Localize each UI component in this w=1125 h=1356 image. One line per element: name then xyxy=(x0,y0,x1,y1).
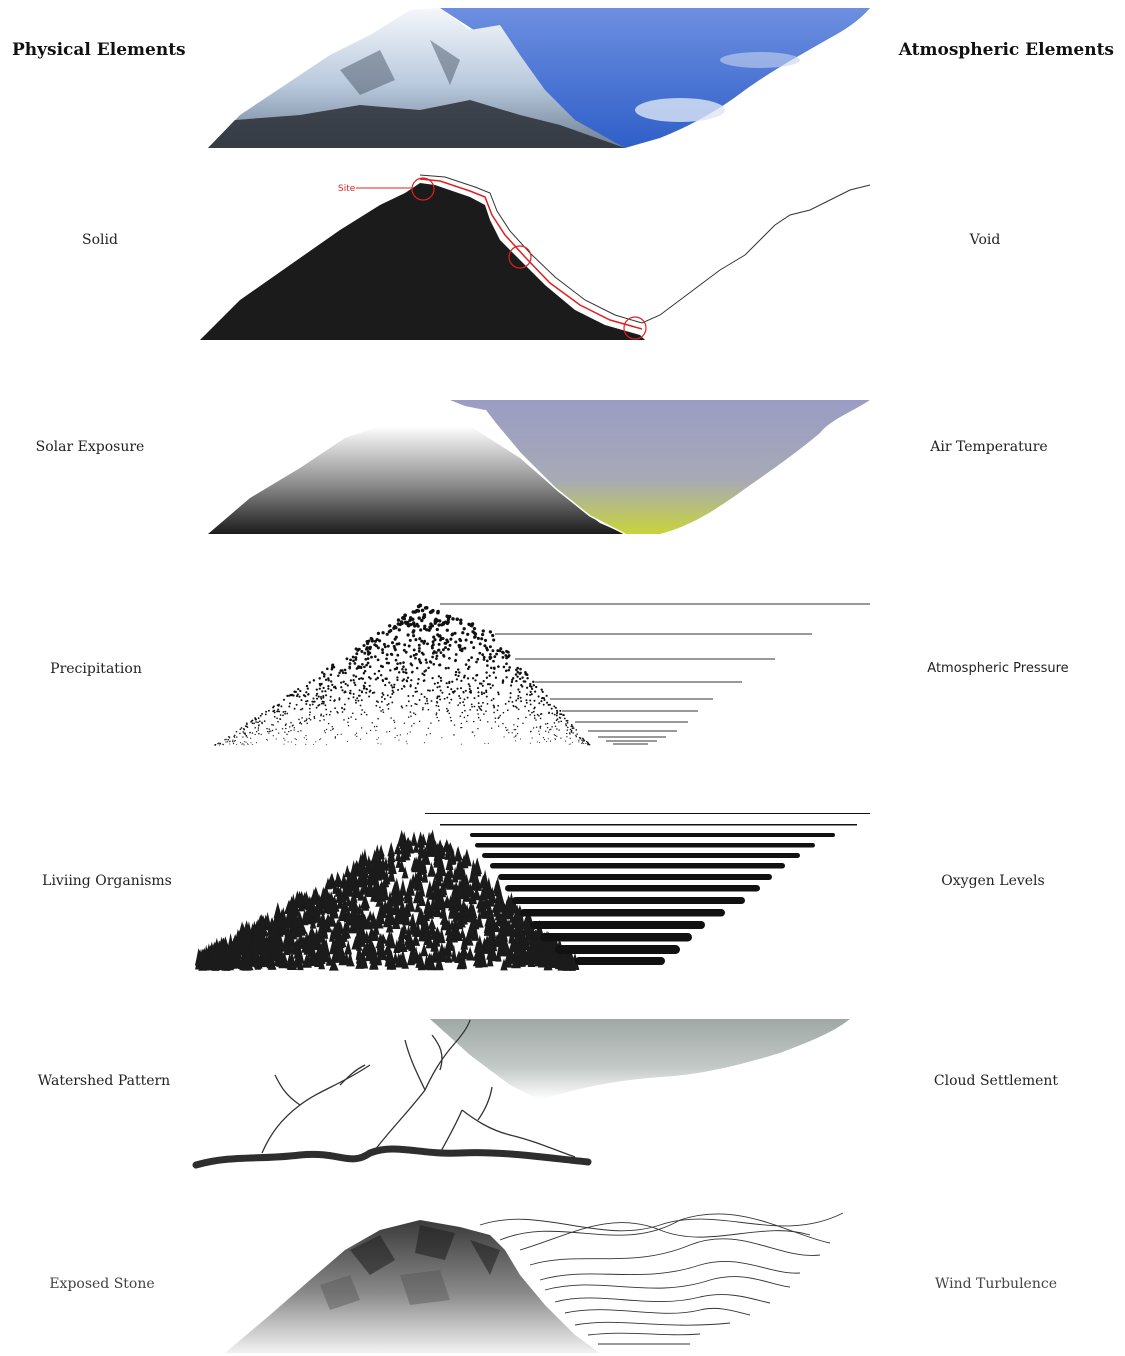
organisms-oxygen-diagram xyxy=(195,813,870,971)
label-exposed-stone: Exposed Stone xyxy=(49,1276,155,1292)
precipitation-dots xyxy=(214,603,591,746)
label-solid: Solid xyxy=(82,232,118,248)
site-marker-bottom xyxy=(623,316,647,340)
label-void: Void xyxy=(969,232,1001,248)
site-marker-mid xyxy=(508,245,532,269)
pressure-lines xyxy=(440,603,870,745)
forest xyxy=(195,829,580,971)
label-wind-turbulence: Wind Turbulence xyxy=(935,1276,1057,1292)
atmospheric-elements-heading: Atmospheric Elements xyxy=(898,40,1114,60)
label-oxygen-levels: Oxygen Levels xyxy=(941,873,1045,889)
stone-wind-diagram xyxy=(225,1212,844,1353)
label-watershed-pattern: Watershed Pattern xyxy=(37,1073,171,1089)
label-atmospheric-pressure: Atmospheric Pressure xyxy=(927,661,1069,676)
label-living-organisms: Liviing Organisms xyxy=(42,873,172,889)
physical-elements-heading: Physical Elements xyxy=(12,40,186,60)
label-solar-exposure: Solar Exposure xyxy=(35,439,145,455)
oxygen-bars xyxy=(425,813,870,965)
solar-air-temperature-diagram xyxy=(208,400,870,535)
precipitation-pressure-diagram xyxy=(214,603,870,746)
wind-lines xyxy=(479,1212,844,1345)
watershed-branches xyxy=(261,1019,576,1158)
solid-void-diagram: Site xyxy=(200,174,871,340)
watershed-cloud-diagram xyxy=(192,1019,850,1169)
mountain-photo xyxy=(208,8,870,148)
label-cloud-settlement: Cloud Settlement xyxy=(933,1073,1059,1089)
label-precipitation: Precipitation xyxy=(50,661,142,677)
site-marker-top xyxy=(411,177,435,201)
site-label: Site xyxy=(338,184,356,194)
label-air-temperature: Air Temperature xyxy=(930,439,1048,455)
